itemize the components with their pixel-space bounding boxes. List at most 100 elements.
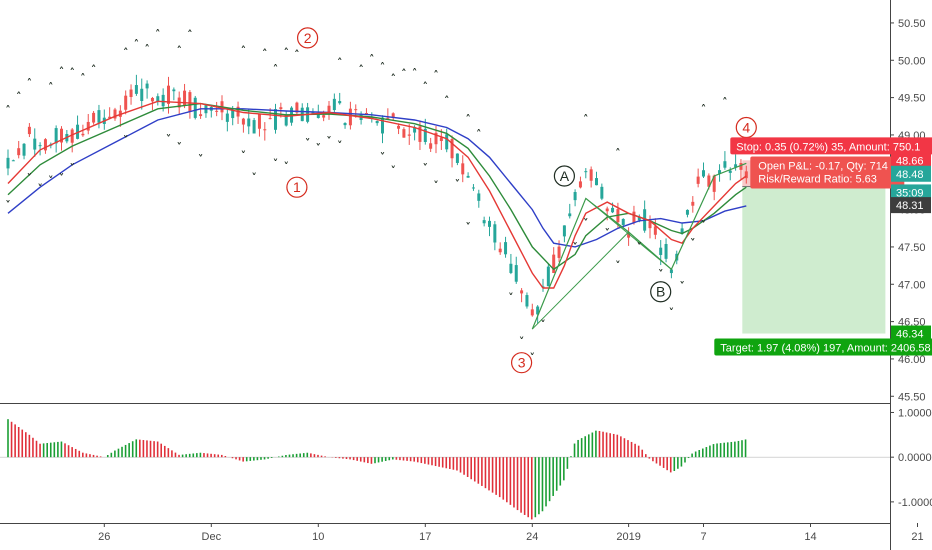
candle-body xyxy=(167,85,170,104)
fractal-up-icon: ˄ xyxy=(123,46,129,59)
candle-body xyxy=(295,102,299,113)
candle-body xyxy=(423,128,427,142)
time-axis-tick: 26 xyxy=(98,531,110,543)
fractal-up-icon: ˄ xyxy=(358,63,364,76)
candle-body xyxy=(263,129,267,131)
wave-label: B xyxy=(656,284,665,300)
price-tag: 48.48 xyxy=(896,169,924,181)
candle-body xyxy=(332,98,336,111)
candle-body xyxy=(129,89,133,98)
fractal-down-icon: ˅ xyxy=(337,139,343,152)
candle-body xyxy=(648,221,652,229)
candle-body xyxy=(172,89,176,92)
candle-body xyxy=(482,220,486,224)
candle-body xyxy=(343,123,347,126)
wave-label-circle xyxy=(510,352,533,374)
candle-body xyxy=(375,121,379,124)
fractal-up-icon: ˄ xyxy=(583,113,589,126)
fractal-up-icon: ˄ xyxy=(134,38,140,51)
fractal-down-icon: ˅ xyxy=(530,351,536,364)
candle-body xyxy=(134,85,138,94)
time-axis-tick: 2019 xyxy=(616,531,640,543)
candle-body xyxy=(161,94,165,107)
time-axis-tick: 24 xyxy=(526,531,538,543)
price-axis-tick: 50.00 xyxy=(898,55,926,67)
price-tag-box xyxy=(891,152,931,169)
candle-body xyxy=(183,90,187,106)
candle-body xyxy=(578,181,582,188)
fractal-down-icon: ˅ xyxy=(380,151,386,164)
candle-body xyxy=(6,157,10,169)
fractal-up-icon: ˄ xyxy=(444,94,450,107)
price-tag-box xyxy=(891,325,931,342)
fractal-down-icon: ˅ xyxy=(305,136,311,149)
candle-body xyxy=(461,163,465,175)
fractal-up-icon: ˄ xyxy=(476,127,482,140)
candle-body xyxy=(124,95,128,110)
price-axis-tick: 46.00 xyxy=(898,354,926,366)
candle-body xyxy=(92,112,96,123)
price-tag-box xyxy=(891,165,931,182)
candle-body xyxy=(413,127,417,133)
wave-label: A xyxy=(560,168,570,184)
candle-body xyxy=(145,83,149,89)
candle-body xyxy=(450,139,454,159)
candle-body xyxy=(680,228,684,234)
price-tag: 46.34 xyxy=(896,329,924,341)
candles-layer xyxy=(6,74,748,324)
candle-body xyxy=(391,113,395,118)
price-tag: 35:09 xyxy=(896,187,924,199)
fractal-down-icon: ˅ xyxy=(166,132,172,145)
fractal-up-icon: ˄ xyxy=(465,113,471,126)
osc-axis-tick: 0.0000 xyxy=(898,452,932,464)
candle-body xyxy=(397,125,401,129)
fractal-up-icon: ˄ xyxy=(155,28,161,41)
pattern-leg xyxy=(585,198,672,270)
price-axis-tick: 47.50 xyxy=(898,242,926,254)
candle-body xyxy=(22,143,26,156)
candle-body xyxy=(418,126,422,142)
candle-body xyxy=(215,110,219,112)
osc-axis-tick: -1.0000 xyxy=(898,497,932,509)
candle-body xyxy=(471,187,475,189)
candle-body xyxy=(466,175,470,178)
candle-body xyxy=(525,295,529,307)
fractal-down-icon: ˅ xyxy=(37,182,43,195)
candle-body xyxy=(530,309,534,316)
candle-body xyxy=(156,96,160,102)
target-label: Target: 1.97 (4.08%) 197, Amount: 2406.5… xyxy=(720,343,930,355)
fractal-down-icon: ˅ xyxy=(519,335,525,348)
candle-body xyxy=(728,170,732,173)
fractal-up-icon: ˄ xyxy=(262,47,268,60)
wave-label: 2 xyxy=(304,30,312,46)
candle-body xyxy=(477,193,481,201)
candle-body xyxy=(43,139,47,151)
candle-body xyxy=(11,160,15,162)
fractal-up-icon: ˄ xyxy=(423,80,429,93)
candle-body xyxy=(589,169,593,181)
candle-body xyxy=(659,247,663,255)
fractal-down-icon: ˅ xyxy=(198,153,204,166)
price-tag: 48.66 xyxy=(896,155,924,167)
candle-body xyxy=(354,109,358,111)
fractal-up-icon: ˄ xyxy=(241,44,247,57)
fractal-down-icon: ˅ xyxy=(433,179,439,192)
price-axis-tick: 49.50 xyxy=(898,93,926,105)
candle-body xyxy=(685,209,689,215)
fractal-up-icon: ˄ xyxy=(701,103,707,116)
oscillator-layer xyxy=(0,419,890,520)
fractal-down-icon: ˅ xyxy=(508,291,514,304)
fractal-up-icon: ˄ xyxy=(144,42,150,55)
fractal-down-icon: ˅ xyxy=(572,240,578,253)
candle-body xyxy=(744,171,748,179)
candle-body xyxy=(268,118,272,120)
candle-body xyxy=(552,254,556,274)
time-axis-tick: 21 xyxy=(911,531,923,543)
candle-body xyxy=(568,213,572,217)
candle-body xyxy=(60,128,63,143)
fractal-down-icon: ˅ xyxy=(669,306,675,319)
pattern-leg xyxy=(531,231,629,330)
fractal-up-icon: ˄ xyxy=(59,65,65,78)
candle-body xyxy=(86,121,90,131)
